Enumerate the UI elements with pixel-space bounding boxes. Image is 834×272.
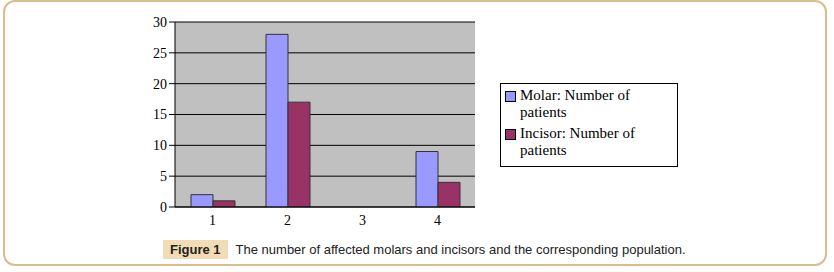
svg-text:3: 3 xyxy=(359,213,366,227)
svg-text:2: 2 xyxy=(284,213,291,227)
svg-text:10: 10 xyxy=(153,138,167,153)
html-text:Incisor: Number of patients: Incisor: Number of patients xyxy=(520,125,635,158)
html-text:Molar: Number of patients: Molar: Number of patients xyxy=(520,87,630,120)
svg-text:20: 20 xyxy=(153,77,167,92)
svg-text:0: 0 xyxy=(160,200,167,215)
svg-text:1: 1 xyxy=(209,213,216,227)
svg-text:4: 4 xyxy=(434,213,441,227)
svg-text:15: 15 xyxy=(153,107,167,122)
html-text:Figure 1: Figure 1 xyxy=(170,242,221,257)
svg-text:5: 5 xyxy=(160,169,167,184)
svg-text:25: 25 xyxy=(153,46,167,61)
html-text:The number of affected molars: The number of affected molars and inciso… xyxy=(235,242,686,257)
svg-text:30: 30 xyxy=(153,15,167,30)
